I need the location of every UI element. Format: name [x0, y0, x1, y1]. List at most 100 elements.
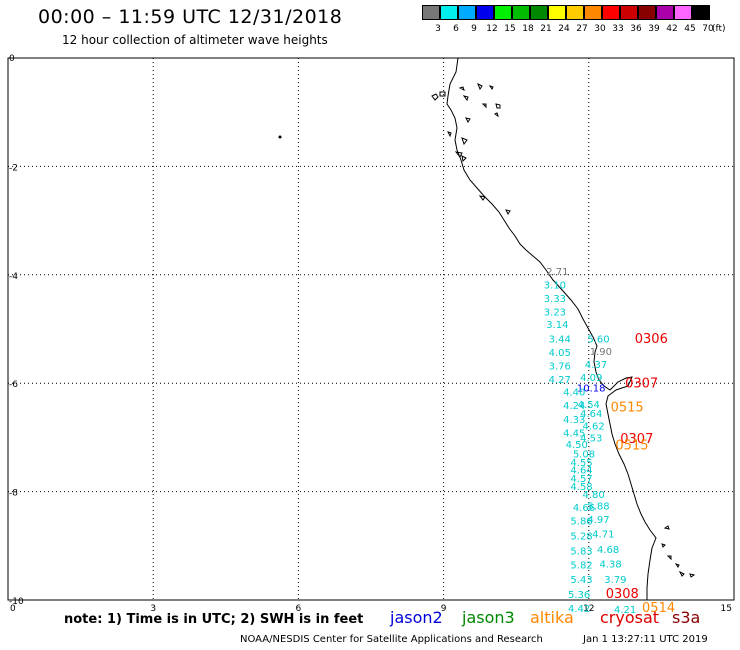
- wave-height-observations: 2.71 3.10 3.33 3.23 3.14 3.44 5.60 4.05 1.90 3.76…: [544, 267, 636, 616]
- color-scale-label: 33: [612, 24, 624, 34]
- pass-time-label: 0307: [625, 377, 658, 392]
- color-scale-label: 15: [504, 24, 516, 34]
- wave-height-value: 5.36: [568, 590, 590, 601]
- color-scale-swatch: [512, 5, 530, 20]
- wave-height-value: 4.45: [563, 428, 585, 439]
- pass-time-label: 0308: [606, 587, 639, 602]
- map-frame: [7, 57, 735, 601]
- wave-height-value: 4.09: [580, 373, 602, 384]
- pass-time-label: 0306: [635, 332, 668, 347]
- color-scale-swatch: [656, 5, 674, 20]
- wave-height-value: 4.50: [566, 440, 588, 451]
- wave-height-value: 10.18: [577, 383, 606, 394]
- wave-height-value: 5.86: [570, 517, 592, 528]
- color-scale-swatch: [494, 5, 512, 20]
- y-tick-label: -8: [9, 489, 18, 499]
- wave-height-value: 4.55: [570, 458, 592, 469]
- note-text: note: 1) Time is in UTC; 2) SWH is in fe…: [64, 612, 364, 627]
- color-scale-label: 18: [522, 24, 534, 34]
- wave-height-value: 4.58: [570, 482, 592, 493]
- color-scale-label: 12: [486, 24, 498, 34]
- pass-time-label: 0515: [615, 438, 648, 453]
- color-scale-swatch: [548, 5, 566, 20]
- wave-height-value: 4.27: [549, 375, 571, 386]
- y-tick-label: -4: [9, 272, 18, 282]
- pass-time-label: 0514: [642, 601, 675, 616]
- color-scale-label: 30: [594, 24, 606, 34]
- color-scale-swatch: [566, 5, 584, 20]
- wave-height-value: 3.33: [544, 294, 566, 305]
- footer-credit: NOAA/NESDIS Center for Satellite Applica…: [240, 634, 543, 645]
- x-tick-label: 6: [296, 604, 302, 614]
- southern-islands: [661, 525, 696, 578]
- color-scale-label: 36: [630, 24, 642, 34]
- color-scale-label: 27: [576, 24, 588, 34]
- color-scale-unit: (ft): [712, 24, 726, 34]
- color-scale-label: 6: [453, 24, 459, 34]
- color-scale-swatch: [620, 5, 638, 20]
- color-scale-swatch: [458, 5, 476, 20]
- color-scale-swatch: [602, 5, 620, 20]
- wave-height-value: 3.10: [544, 280, 566, 291]
- wave-height-value: 4.66: [573, 503, 595, 514]
- satellite-legend-jason2: jason2: [390, 608, 443, 627]
- wave-height-value: 5.83: [570, 546, 592, 557]
- satellite-legend-jason3: jason3: [462, 608, 515, 627]
- color-scale-swatch: [422, 5, 440, 20]
- wave-height-value: 3.14: [546, 320, 568, 331]
- wave-height-value: 4.62: [583, 421, 605, 432]
- x-tick-label: 12: [583, 604, 594, 614]
- color-scale-swatch: [440, 5, 458, 20]
- x-tick-label: 3: [150, 604, 156, 614]
- wave-height-value: 5.82: [570, 561, 592, 572]
- coastline-line: [446, 57, 657, 600]
- color-scale-label: 24: [558, 24, 570, 34]
- color-scale-swatch: [584, 5, 602, 20]
- x-tick-label: 15: [721, 604, 732, 614]
- wave-height-value: 4.57: [570, 474, 592, 485]
- wave-height-value: 1.90: [590, 347, 612, 358]
- color-scale-label: 70: [702, 24, 714, 34]
- wave-height-value: 4.37: [585, 360, 607, 371]
- color-scale-label: 39: [648, 24, 660, 34]
- wave-height-value: 5.08: [573, 449, 595, 460]
- wave-height-value: 5.28: [570, 531, 592, 542]
- wave-height-value: 4.42: [568, 604, 590, 615]
- page-subtitle: 12 hour collection of altimeter wave hei…: [62, 33, 328, 47]
- wave-height-value: 3.79: [604, 575, 626, 586]
- pass-time-label: 0515: [611, 400, 644, 415]
- color-scale-swatch: [476, 5, 494, 20]
- wave-height-value: 4.38: [599, 559, 621, 570]
- x-tick-label: 0: [10, 604, 16, 614]
- wave-height-value: 4.64: [580, 409, 602, 420]
- color-scale-swatch: [674, 5, 692, 20]
- wave-height-value: 4.21: [614, 605, 636, 616]
- wave-height-value: 2.71: [546, 267, 568, 278]
- wave-height-value: 4.97: [587, 515, 609, 526]
- satellite-legend-altika: altika: [530, 608, 574, 627]
- y-tick-label: -6: [9, 380, 18, 390]
- wave-height-value: 5.60: [587, 335, 609, 346]
- wave-height-value: 3.76: [549, 362, 571, 373]
- wave-height-value: 4.80: [583, 490, 605, 501]
- wave-height-value: 4.05: [549, 348, 571, 359]
- color-scale-label: 9: [471, 24, 477, 34]
- page-title: 00:00 – 11:59 UTC 12/31/2018: [38, 6, 343, 28]
- color-scale-label: 45: [684, 24, 696, 34]
- color-scale-label: 42: [666, 24, 678, 34]
- color-scale-swatch: [638, 5, 656, 20]
- offshore-island: [278, 135, 282, 139]
- wave-height-value: 4.33: [563, 415, 585, 426]
- wave-height-value: 5.88: [587, 501, 609, 512]
- axis-ticks: 0 3 6 9 12 15 0 -2 -4 -6 -8 -10: [9, 54, 732, 614]
- footer-timestamp: Jan 1 13:27:11 UTC 2019: [583, 634, 708, 645]
- wave-height-value: 3.23: [544, 307, 566, 318]
- color-scale-swatch: [692, 5, 710, 20]
- wave-height-value: 4.54: [578, 400, 600, 411]
- wave-height-value: 5.43: [570, 575, 592, 586]
- color-scale-label: 3: [435, 24, 441, 34]
- y-tick-label: -10: [9, 597, 24, 607]
- color-scale-label: 21: [540, 24, 552, 34]
